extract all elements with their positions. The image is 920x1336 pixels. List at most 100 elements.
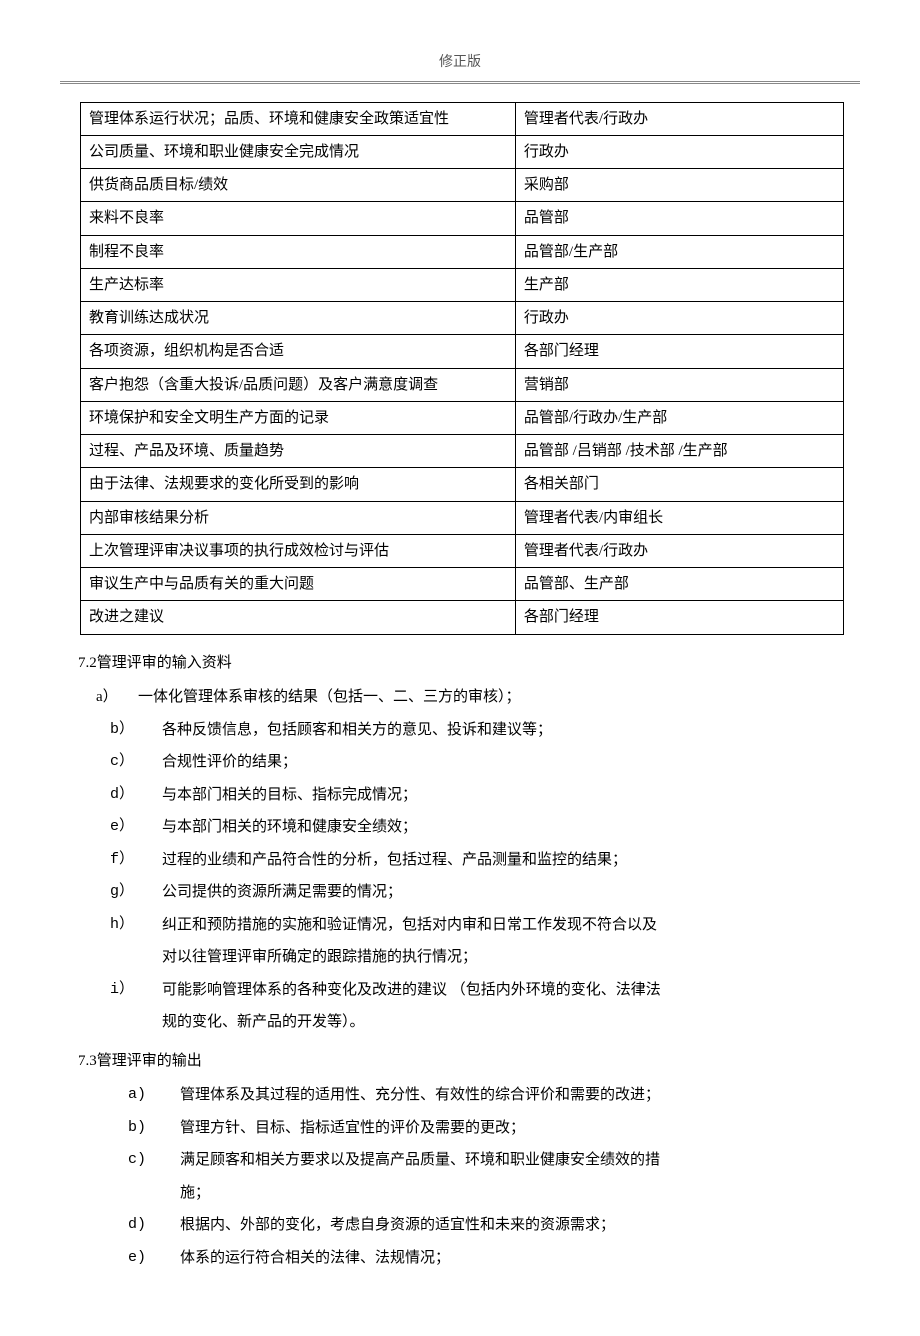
list-item: h）纠正和预防措施的实施和验证情况，包括对内审和日常工作发现不符合以及 — [110, 911, 860, 940]
table-cell: 管理者代表/行政办 — [515, 102, 843, 135]
list-item-text: 管理体系及其过程的适用性、充分性、有效性的综合评价和需要的改进； — [180, 1081, 860, 1110]
section-7-3-list: a)管理体系及其过程的适用性、充分性、有效性的综合评价和需要的改进；b)管理方针… — [128, 1081, 860, 1272]
table-cell: 行政办 — [515, 302, 843, 335]
list-item-text: 体系的运行符合相关的法律、法规情况； — [180, 1244, 860, 1273]
table-cell: 内部审核结果分析 — [81, 501, 516, 534]
list-item: c）合规性评价的结果； — [110, 748, 860, 777]
list-item-text: 根据内、外部的变化，考虑自身资源的适宜性和未来的资源需求； — [180, 1211, 860, 1240]
list-item-text: 与本部门相关的目标、指标完成情况； — [162, 781, 860, 810]
table-row: 各项资源，组织机构是否合适各部门经理 — [81, 335, 844, 368]
table-row: 上次管理评审决议事项的执行成效检讨与评估管理者代表/行政办 — [81, 534, 844, 567]
list-item-text: 可能影响管理体系的各种变化及改进的建议 （包括内外环境的变化、法律法 — [162, 976, 860, 1005]
section-7-2-list: a）一体化管理体系审核的结果（包括一、二、三方的审核）；b）各种反馈信息，包括顾… — [110, 683, 860, 1037]
section-7-3-heading: 7.3管理评审的输出 — [78, 1047, 860, 1076]
table-cell: 各部门经理 — [515, 335, 843, 368]
table-row: 生产达标率生产部 — [81, 268, 844, 301]
table-cell: 采购部 — [515, 169, 843, 202]
list-marker: g） — [110, 878, 162, 907]
table-cell: 各部门经理 — [515, 601, 843, 634]
list-item: b）各种反馈信息，包括顾客和相关方的意见、投诉和建议等； — [110, 716, 860, 745]
list-item: i）可能影响管理体系的各种变化及改进的建议 （包括内外环境的变化、法律法 — [110, 976, 860, 1005]
table-row: 制程不良率品管部/生产部 — [81, 235, 844, 268]
table-row: 教育训练达成状况行政办 — [81, 302, 844, 335]
table-cell: 管理者代表/内审组长 — [515, 501, 843, 534]
table-cell: 制程不良率 — [81, 235, 516, 268]
list-marker: d） — [110, 781, 162, 810]
table-cell: 品管部 — [515, 202, 843, 235]
table-cell: 品管部/行政办/生产部 — [515, 401, 843, 434]
table-row: 环境保护和安全文明生产方面的记录品管部/行政办/生产部 — [81, 401, 844, 434]
header-divider — [60, 81, 860, 84]
table-cell: 各相关部门 — [515, 468, 843, 501]
table-cell: 上次管理评审决议事项的执行成效检讨与评估 — [81, 534, 516, 567]
table-row: 由于法律、法规要求的变化所受到的影响各相关部门 — [81, 468, 844, 501]
table-cell: 生产达标率 — [81, 268, 516, 301]
list-item: a）一体化管理体系审核的结果（包括一、二、三方的审核）； — [96, 683, 860, 712]
list-item-continuation: 施； — [180, 1179, 860, 1208]
table-cell: 教育训练达成状况 — [81, 302, 516, 335]
table-cell: 公司质量、环境和职业健康安全完成情况 — [81, 135, 516, 168]
table-cell: 营销部 — [515, 368, 843, 401]
table-row: 来料不良率品管部 — [81, 202, 844, 235]
list-item: c)满足顾客和相关方要求以及提高产品质量、环境和职业健康安全绩效的措 — [128, 1146, 860, 1175]
table-cell: 品管部/生产部 — [515, 235, 843, 268]
list-marker: a) — [128, 1081, 180, 1110]
list-item-text: 纠正和预防措施的实施和验证情况，包括对内审和日常工作发现不符合以及 — [162, 911, 860, 940]
list-item: e)体系的运行符合相关的法律、法规情况； — [128, 1244, 860, 1273]
table-cell: 管理体系运行状况；品质、环境和健康安全政策适宜性 — [81, 102, 516, 135]
table-cell: 品管部、生产部 — [515, 568, 843, 601]
list-marker: a） — [96, 683, 138, 712]
list-item-continuation: 对以往管理评审所确定的跟踪措施的执行情况； — [162, 943, 860, 972]
table-cell: 行政办 — [515, 135, 843, 168]
list-item: g）公司提供的资源所满足需要的情况； — [110, 878, 860, 907]
table-cell: 品管部 /吕销部 /技术部 /生产部 — [515, 435, 843, 468]
list-marker: e） — [110, 813, 162, 842]
list-item: e）与本部门相关的环境和健康安全绩效； — [110, 813, 860, 842]
list-item-text: 公司提供的资源所满足需要的情况； — [162, 878, 860, 907]
list-marker: d) — [128, 1211, 180, 1240]
list-marker: b) — [128, 1114, 180, 1143]
table-cell: 客户抱怨（含重大投诉/品质问题）及客户满意度调查 — [81, 368, 516, 401]
table-cell: 改进之建议 — [81, 601, 516, 634]
table-row: 改进之建议各部门经理 — [81, 601, 844, 634]
list-marker: b） — [110, 716, 162, 745]
table-cell: 环境保护和安全文明生产方面的记录 — [81, 401, 516, 434]
table-row: 客户抱怨（含重大投诉/品质问题）及客户满意度调查营销部 — [81, 368, 844, 401]
list-item-continuation: 规的变化、新产品的开发等）。 — [162, 1008, 860, 1037]
list-marker: h） — [110, 911, 162, 940]
list-marker: e) — [128, 1244, 180, 1273]
table-cell: 审议生产中与品质有关的重大问题 — [81, 568, 516, 601]
table-cell: 由于法律、法规要求的变化所受到的影响 — [81, 468, 516, 501]
list-item-text: 合规性评价的结果； — [162, 748, 860, 777]
table-cell: 生产部 — [515, 268, 843, 301]
list-marker: c) — [128, 1146, 180, 1175]
table-row: 审议生产中与品质有关的重大问题品管部、生产部 — [81, 568, 844, 601]
table-row: 管理体系运行状况；品质、环境和健康安全政策适宜性管理者代表/行政办 — [81, 102, 844, 135]
list-marker: c） — [110, 748, 162, 777]
list-item: b)管理方针、目标、指标适宜性的评价及需要的更改； — [128, 1114, 860, 1143]
table-cell: 管理者代表/行政办 — [515, 534, 843, 567]
list-item-text: 满足顾客和相关方要求以及提高产品质量、环境和职业健康安全绩效的措 — [180, 1146, 860, 1175]
list-item: a)管理体系及其过程的适用性、充分性、有效性的综合评价和需要的改进； — [128, 1081, 860, 1110]
table-cell: 过程、产品及环境、质量趋势 — [81, 435, 516, 468]
list-item: f）过程的业绩和产品符合性的分析，包括过程、产品测量和监控的结果； — [110, 846, 860, 875]
list-item-text: 各种反馈信息，包括顾客和相关方的意见、投诉和建议等； — [162, 716, 860, 745]
list-item-text: 一体化管理体系审核的结果（包括一、二、三方的审核）； — [138, 683, 860, 712]
list-item: d）与本部门相关的目标、指标完成情况； — [110, 781, 860, 810]
list-marker: i） — [110, 976, 162, 1005]
list-item-text: 管理方针、目标、指标适宜性的评价及需要的更改； — [180, 1114, 860, 1143]
table-cell: 来料不良率 — [81, 202, 516, 235]
list-item: d)根据内、外部的变化，考虑自身资源的适宜性和未来的资源需求； — [128, 1211, 860, 1240]
table-row: 供货商品质目标/绩效采购部 — [81, 169, 844, 202]
section-7-2-heading: 7.2管理评审的输入资料 — [78, 649, 860, 678]
table-cell: 供货商品质目标/绩效 — [81, 169, 516, 202]
review-data-table: 管理体系运行状况；品质、环境和健康安全政策适宜性管理者代表/行政办公司质量、环境… — [80, 102, 844, 635]
table-row: 内部审核结果分析管理者代表/内审组长 — [81, 501, 844, 534]
table-cell: 各项资源，组织机构是否合适 — [81, 335, 516, 368]
list-item-text: 与本部门相关的环境和健康安全绩效； — [162, 813, 860, 842]
table-row: 公司质量、环境和职业健康安全完成情况行政办 — [81, 135, 844, 168]
list-marker: f） — [110, 846, 162, 875]
list-item-text: 过程的业绩和产品符合性的分析，包括过程、产品测量和监控的结果； — [162, 846, 860, 875]
page-header-title: 修正版 — [60, 50, 860, 77]
table-row: 过程、产品及环境、质量趋势品管部 /吕销部 /技术部 /生产部 — [81, 435, 844, 468]
